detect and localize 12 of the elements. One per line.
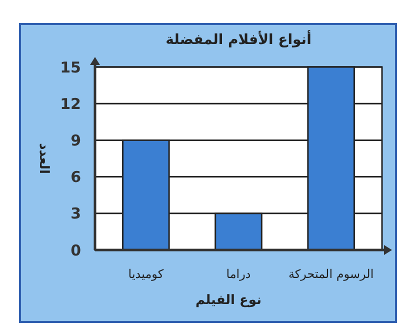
x-tick-label: دراما bbox=[226, 267, 251, 281]
chart-title: أنواع الأفلام المفضلة bbox=[166, 30, 312, 48]
y-tick-label: 0 bbox=[70, 241, 81, 260]
y-axis-title: العدد bbox=[36, 143, 51, 174]
x-tick-label: كوميديا bbox=[128, 267, 164, 281]
y-tick-label: 3 bbox=[70, 204, 81, 223]
y-tick-label: 12 bbox=[60, 94, 81, 113]
y-tick-label: 6 bbox=[70, 168, 81, 186]
y-tick-label: 15 bbox=[60, 58, 81, 76]
y-tick-label: 9 bbox=[70, 131, 81, 150]
x-tick-label: الرسوم المتحركة bbox=[288, 267, 374, 281]
x-axis-title: نوع الفيلم bbox=[196, 293, 262, 308]
